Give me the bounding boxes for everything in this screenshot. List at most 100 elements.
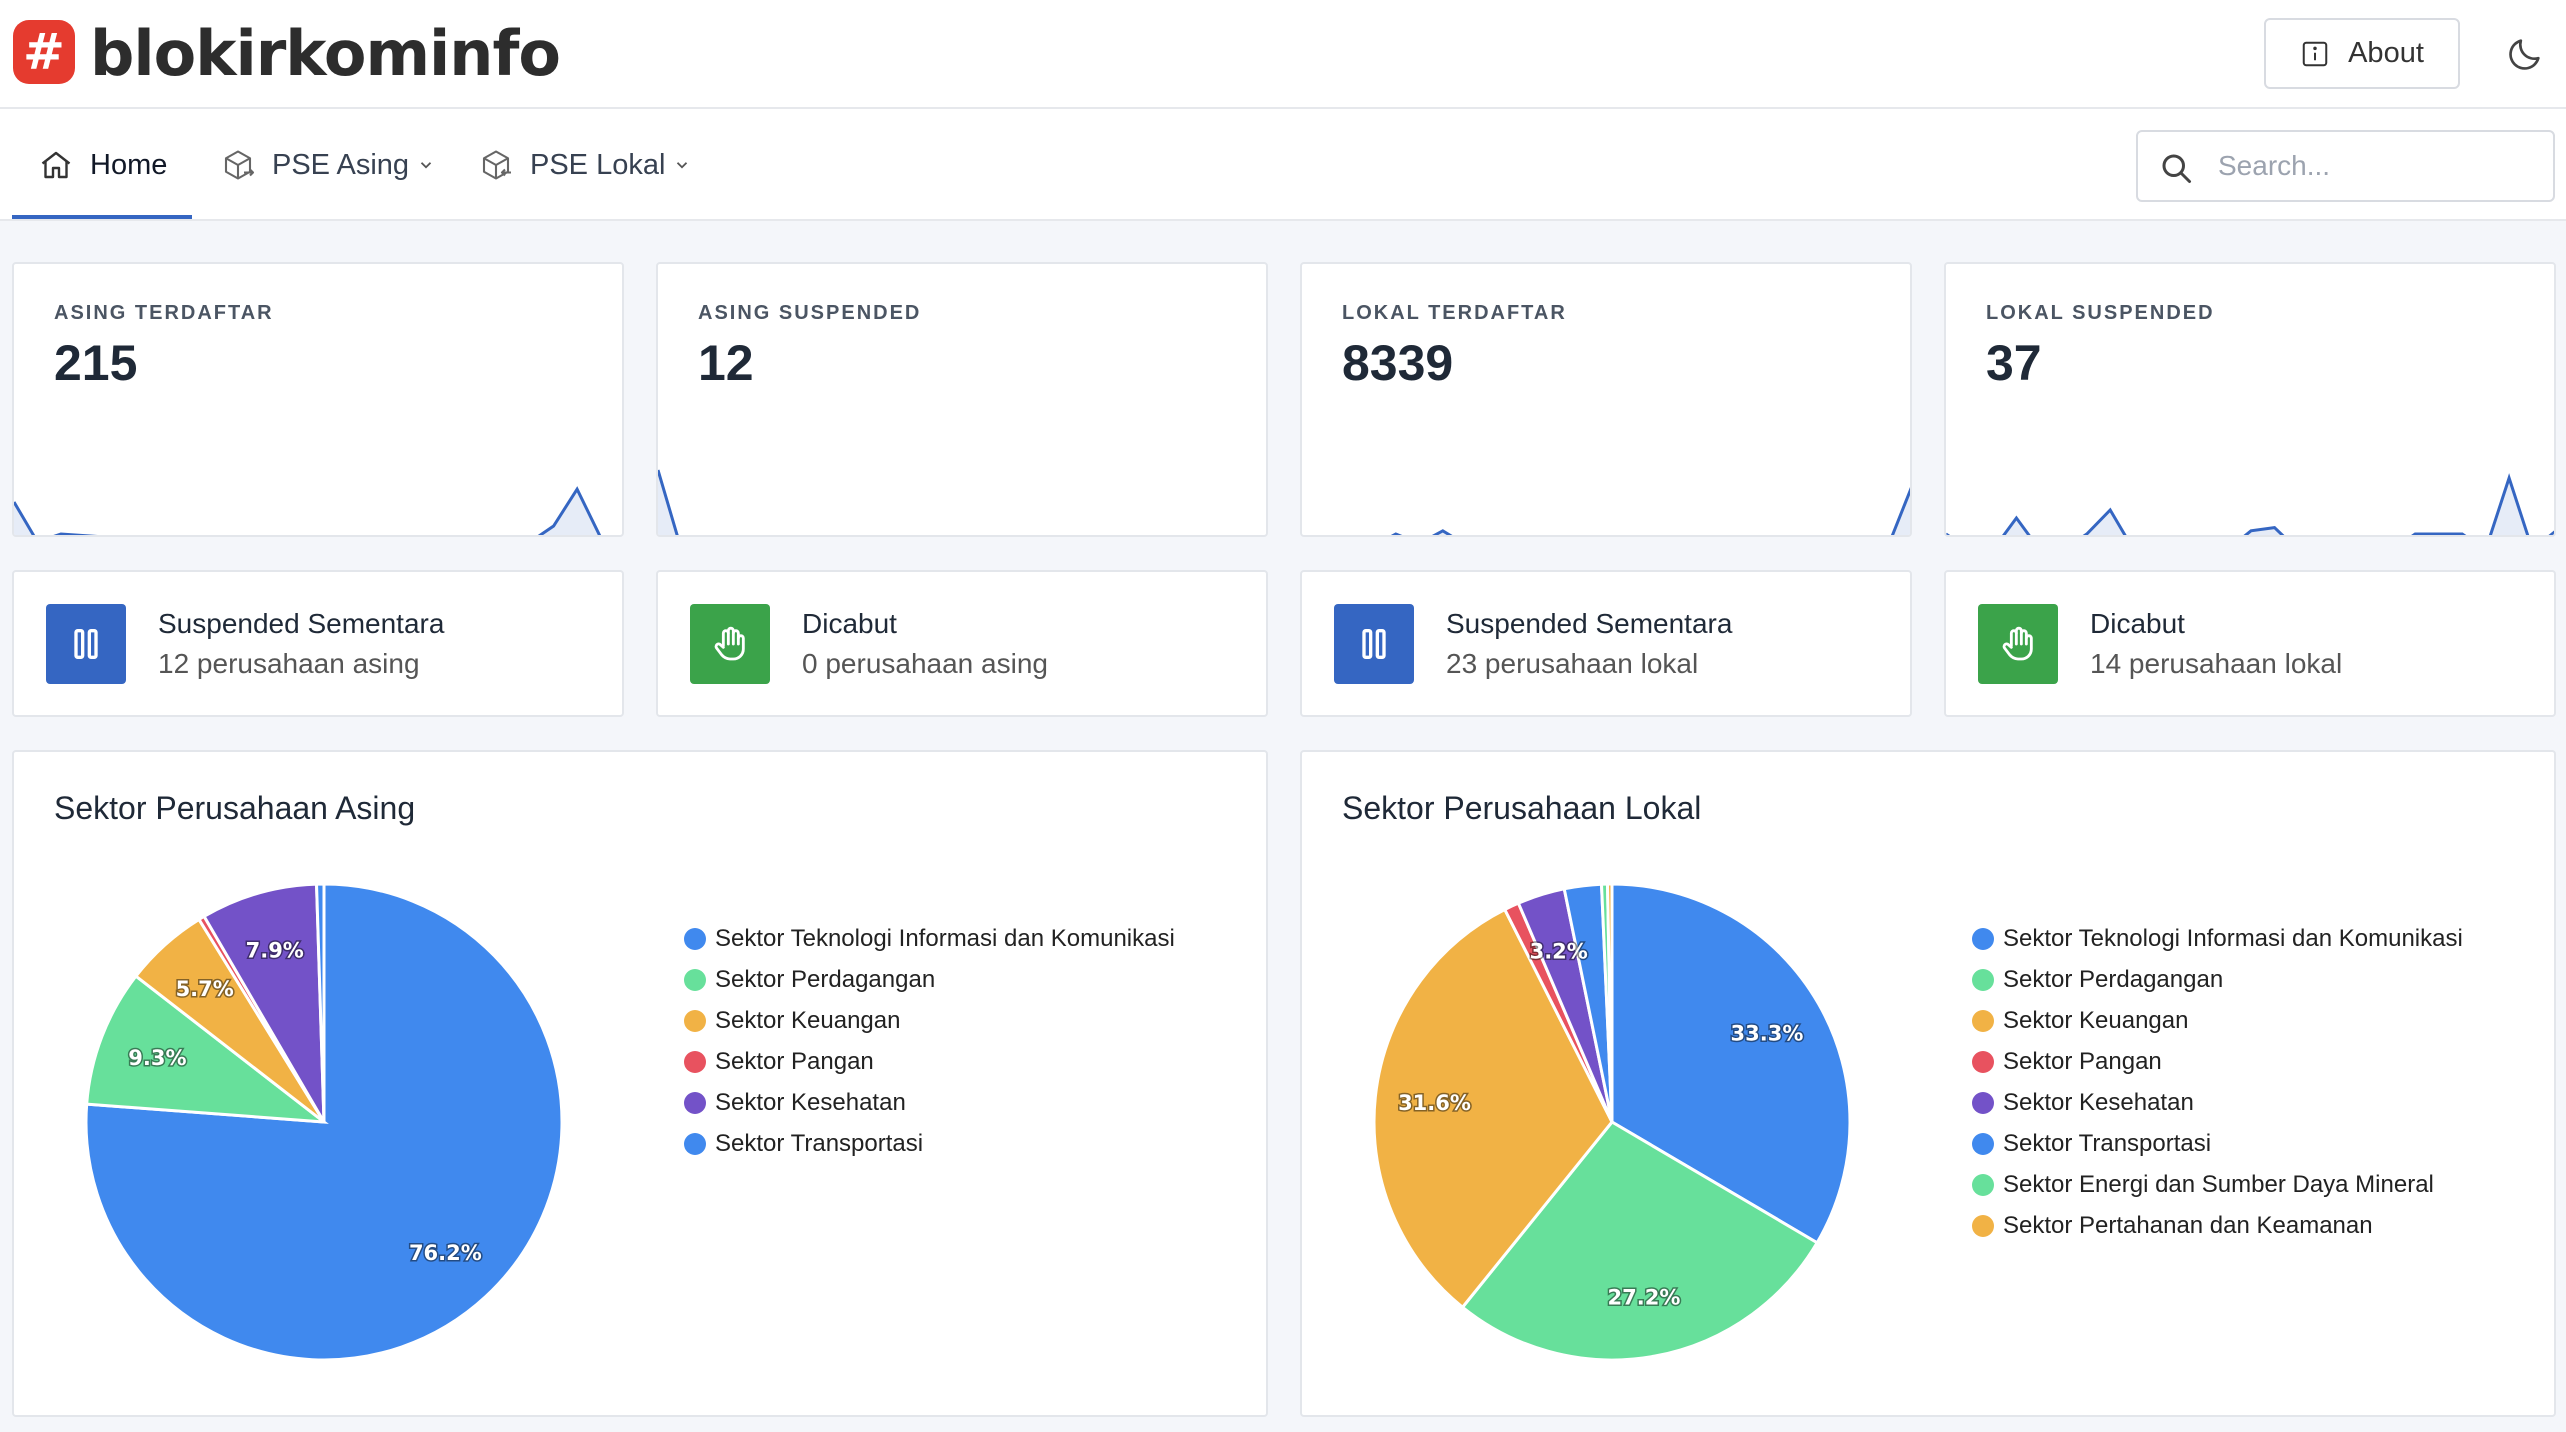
slice-label: 7.9% <box>246 938 304 962</box>
legend-item[interactable]: Sektor Perdagangan <box>1972 959 2463 1000</box>
search-box[interactable] <box>2136 130 2555 202</box>
slice-label: 3.2% <box>1530 940 1588 964</box>
sparkline-chart <box>14 486 602 535</box>
info-title: Suspended Sementara <box>158 608 445 639</box>
stat-label: ASING TERDAFTAR <box>54 302 274 324</box>
legend-label: Sektor Transportasi <box>2003 1129 2212 1157</box>
chart-legend-lokal: Sektor Teknologi Informasi dan Komunikas… <box>1972 918 2463 1246</box>
stat-card-asing-suspended: ASING SUSPENDED 12 <box>656 262 1268 537</box>
chevron-down-icon <box>677 162 688 169</box>
main-nav: Home PSE Asing PSE Lokal <box>0 109 2566 221</box>
sparkline-line <box>658 469 679 535</box>
legend-label: Sektor Pangan <box>715 1047 874 1075</box>
legend-label: Sektor Kesehatan <box>2003 1088 2194 1116</box>
sparkline-chart <box>1390 486 1910 535</box>
hand-icon <box>690 604 770 684</box>
legend-label: Sektor Pangan <box>2003 1047 2162 1075</box>
legend-item[interactable]: Sektor Keuangan <box>684 1000 1175 1041</box>
nav-home[interactable]: Home <box>38 109 167 221</box>
stat-value: 8339 <box>1342 335 1454 391</box>
pie-slice[interactable] <box>314 882 326 1123</box>
legend-dot <box>1972 1214 1994 1237</box>
legend-item[interactable]: Sektor Pangan <box>1972 1041 2463 1082</box>
legend-item[interactable]: Sektor Keuangan <box>1972 1000 2463 1041</box>
chevron-down-icon <box>420 162 432 169</box>
chart-title: Sektor Perusahaan Asing <box>54 790 416 826</box>
legend-label: Sektor Kesehatan <box>715 1088 906 1116</box>
legend-dot <box>684 1132 706 1155</box>
legend-dot <box>684 1009 706 1032</box>
chart-card-asing: Sektor Perusahaan Asing 76.2% 9.3% 5.7% 7.9… <box>12 750 1268 1417</box>
legend-item[interactable]: Sektor Teknologi Informasi dan Komunikas… <box>684 918 1175 959</box>
legend-dot <box>684 927 706 950</box>
moon-icon[interactable] <box>2505 34 2545 74</box>
sparkline-chart <box>658 469 679 535</box>
pie-slice[interactable] <box>1605 882 1614 1123</box>
legend-label: Sektor Perdagangan <box>715 965 936 993</box>
pie-chart-asing: 76.2% 9.3% 5.7% 7.9% <box>84 882 564 1362</box>
pie-slice[interactable] <box>1460 1120 1820 1362</box>
chart-card-lokal: Sektor Perusahaan Lokal 33.3% 27.2% 31.6% 3… <box>1300 750 2556 1417</box>
stat-value: 12 <box>698 335 754 391</box>
info-subtitle: 0 perusahaan asing <box>802 648 1048 679</box>
slice-label: 76.2% <box>409 1241 482 1265</box>
sparkline-line <box>14 486 602 535</box>
info-subtitle: 14 perusahaan lokal <box>2090 648 2343 679</box>
legend-item[interactable]: Sektor Pertahanan dan Keamanan <box>1972 1205 2463 1246</box>
about-button[interactable]: About <box>2264 18 2460 89</box>
legend-dot <box>1972 927 1994 950</box>
info-card-asing-dicabut: Dicabut 0 perusahaan asing <box>656 570 1268 717</box>
pause-icon <box>1334 604 1414 684</box>
pie-slice[interactable] <box>85 974 329 1124</box>
legend-item[interactable]: Sektor Perdagangan <box>684 959 1175 1000</box>
legend-item[interactable]: Sektor Kesehatan <box>1972 1082 2463 1123</box>
sparkline-area <box>14 489 600 535</box>
pause-icon <box>46 604 126 684</box>
info-title: Dicabut <box>2090 608 2185 639</box>
sparkline-area <box>1946 478 2554 535</box>
legend-label: Sektor Teknologi Informasi dan Komunikas… <box>2003 924 2463 952</box>
legend-item[interactable]: Sektor Transportasi <box>1972 1123 2463 1164</box>
info-card-asing-suspended: Suspended Sementara 12 perusahaan asing <box>12 570 624 717</box>
slice-label: 5.7% <box>176 977 234 1001</box>
pie-chart-lokal: 33.3% 27.2% 31.6% 3.2% <box>1372 882 1852 1362</box>
sparkline-area <box>1393 491 1910 535</box>
slice-label: 33.3% <box>1731 1021 1804 1045</box>
pie-slice[interactable] <box>1610 882 1852 1245</box>
search-input[interactable] <box>2218 142 2538 190</box>
nav-lokal-label: PSE Lokal <box>530 148 666 181</box>
legend-item[interactable]: Sektor Transportasi <box>684 1123 1175 1164</box>
stat-card-lokal-terdaftar: LOKAL TERDAFTAR 8339 <box>1300 262 1912 537</box>
info-title: Suspended Sementara <box>1446 608 1733 639</box>
app-header: # blokirkominfo About <box>0 0 2566 109</box>
stat-label: ASING SUSPENDED <box>698 302 922 324</box>
slice-label: 9.3% <box>128 1046 186 1070</box>
logo-icon[interactable]: # <box>13 20 75 84</box>
stat-value: 215 <box>54 335 138 391</box>
legend-dot <box>1972 1050 1994 1073</box>
home-icon <box>41 151 71 179</box>
legend-dot <box>684 1050 706 1073</box>
legend-item[interactable]: Sektor Teknologi Informasi dan Komunikas… <box>1972 918 2463 959</box>
info-subtitle: 23 perusahaan lokal <box>1446 648 1699 679</box>
pie-slice[interactable] <box>1372 907 1614 1310</box>
about-label: About <box>2348 37 2424 69</box>
pie-slice[interactable] <box>202 882 326 1123</box>
nav-pse-lokal[interactable]: PSE Lokal <box>478 109 691 221</box>
legend-item[interactable]: Sektor Pangan <box>684 1041 1175 1082</box>
hand-icon <box>1978 604 2058 684</box>
legend-item[interactable]: Sektor Kesehatan <box>684 1082 1175 1123</box>
legend-dot <box>1972 1091 1994 1114</box>
legend-label: Sektor Pertahanan dan Keamanan <box>2003 1211 2373 1239</box>
stat-label: LOKAL SUSPENDED <box>1986 302 2215 324</box>
nav-home-label: Home <box>90 148 168 181</box>
slice-label: 31.6% <box>1398 1091 1471 1115</box>
legend-item[interactable]: Sektor Energi dan Sumber Daya Mineral <box>1972 1164 2463 1205</box>
info-title: Dicabut <box>802 608 897 639</box>
brand-title[interactable]: blokirkominfo <box>90 17 561 90</box>
legend-dot <box>1972 968 1994 991</box>
nav-pse-asing[interactable]: PSE Asing <box>220 109 435 221</box>
stat-card-lokal-suspended: LOKAL SUSPENDED 37 <box>1944 262 2556 537</box>
chart-legend-asing: Sektor Teknologi Informasi dan Komunikas… <box>684 918 1175 1164</box>
package-export-icon <box>224 150 255 180</box>
